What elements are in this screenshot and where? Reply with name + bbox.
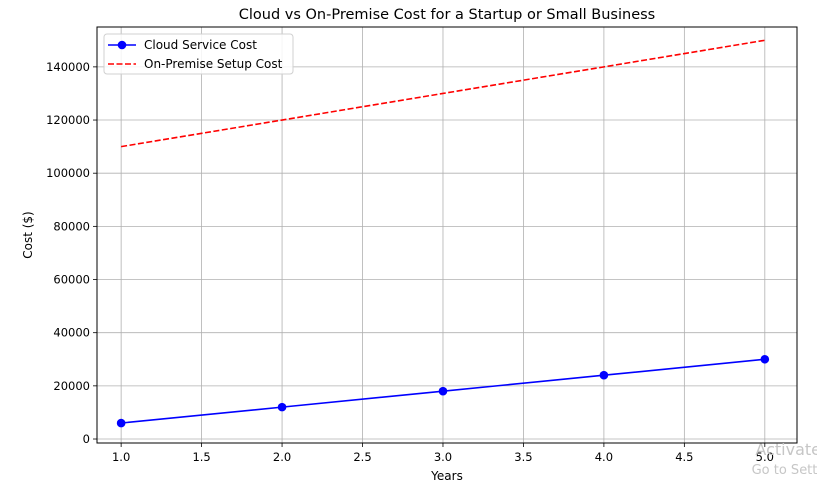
y-tick-label: 100000 bbox=[46, 166, 90, 180]
y-tick-label: 80000 bbox=[53, 219, 90, 233]
grid bbox=[97, 27, 797, 443]
legend-marker-1 bbox=[117, 40, 127, 50]
series-1-point bbox=[760, 354, 770, 364]
watermark-activate: Activate bbox=[755, 440, 817, 459]
series-1-point bbox=[438, 386, 448, 396]
x-tick-label: 2.0 bbox=[273, 450, 291, 464]
series-group bbox=[116, 39, 770, 428]
y-axis: 0 20000 40000 60000 80000 100000 120000 140000 bbox=[46, 60, 97, 446]
legend-label-2: On-Premise Setup Cost bbox=[144, 57, 283, 71]
series-line-2 bbox=[121, 39, 765, 148]
x-tick-label: 3.0 bbox=[434, 450, 452, 464]
x-tick-label: 1.5 bbox=[192, 450, 210, 464]
x-axis: 1.0 1.5 2.0 2.5 3.0 3.5 4.0 4.5 5.0 bbox=[112, 443, 774, 464]
y-tick-label: 20000 bbox=[53, 379, 90, 393]
legend: Cloud Service Cost On-Premise Setup Cost bbox=[103, 33, 294, 75]
x-tick-label: 4.5 bbox=[675, 450, 693, 464]
legend-box bbox=[103, 33, 294, 75]
y-tick-label: 60000 bbox=[53, 273, 90, 287]
y-tick-label: 40000 bbox=[53, 326, 90, 340]
series-1-point bbox=[599, 370, 609, 380]
x-tick-label: 1.0 bbox=[112, 450, 130, 464]
y-tick-label: 120000 bbox=[46, 113, 90, 127]
chart-title: Cloud vs On-Premise Cost for a Startup o… bbox=[239, 7, 655, 23]
x-tick-label: 4.0 bbox=[595, 450, 613, 464]
x-tick-label: 3.5 bbox=[514, 450, 532, 464]
x-tick-label: 2.5 bbox=[353, 450, 371, 464]
y-tick-label: 140000 bbox=[46, 60, 90, 74]
x-tick-label: 5.0 bbox=[756, 450, 774, 464]
series-1-point bbox=[116, 418, 126, 428]
y-axis-label: Cost ($) bbox=[21, 211, 35, 259]
watermark-settings: Go to Setti bbox=[751, 463, 817, 478]
y-tick-label: 0 bbox=[83, 432, 90, 446]
plot-frame bbox=[96, 26, 798, 444]
legend-label-1: Cloud Service Cost bbox=[144, 38, 257, 52]
x-axis-label: Years bbox=[430, 469, 463, 483]
series-1-point bbox=[277, 402, 287, 412]
